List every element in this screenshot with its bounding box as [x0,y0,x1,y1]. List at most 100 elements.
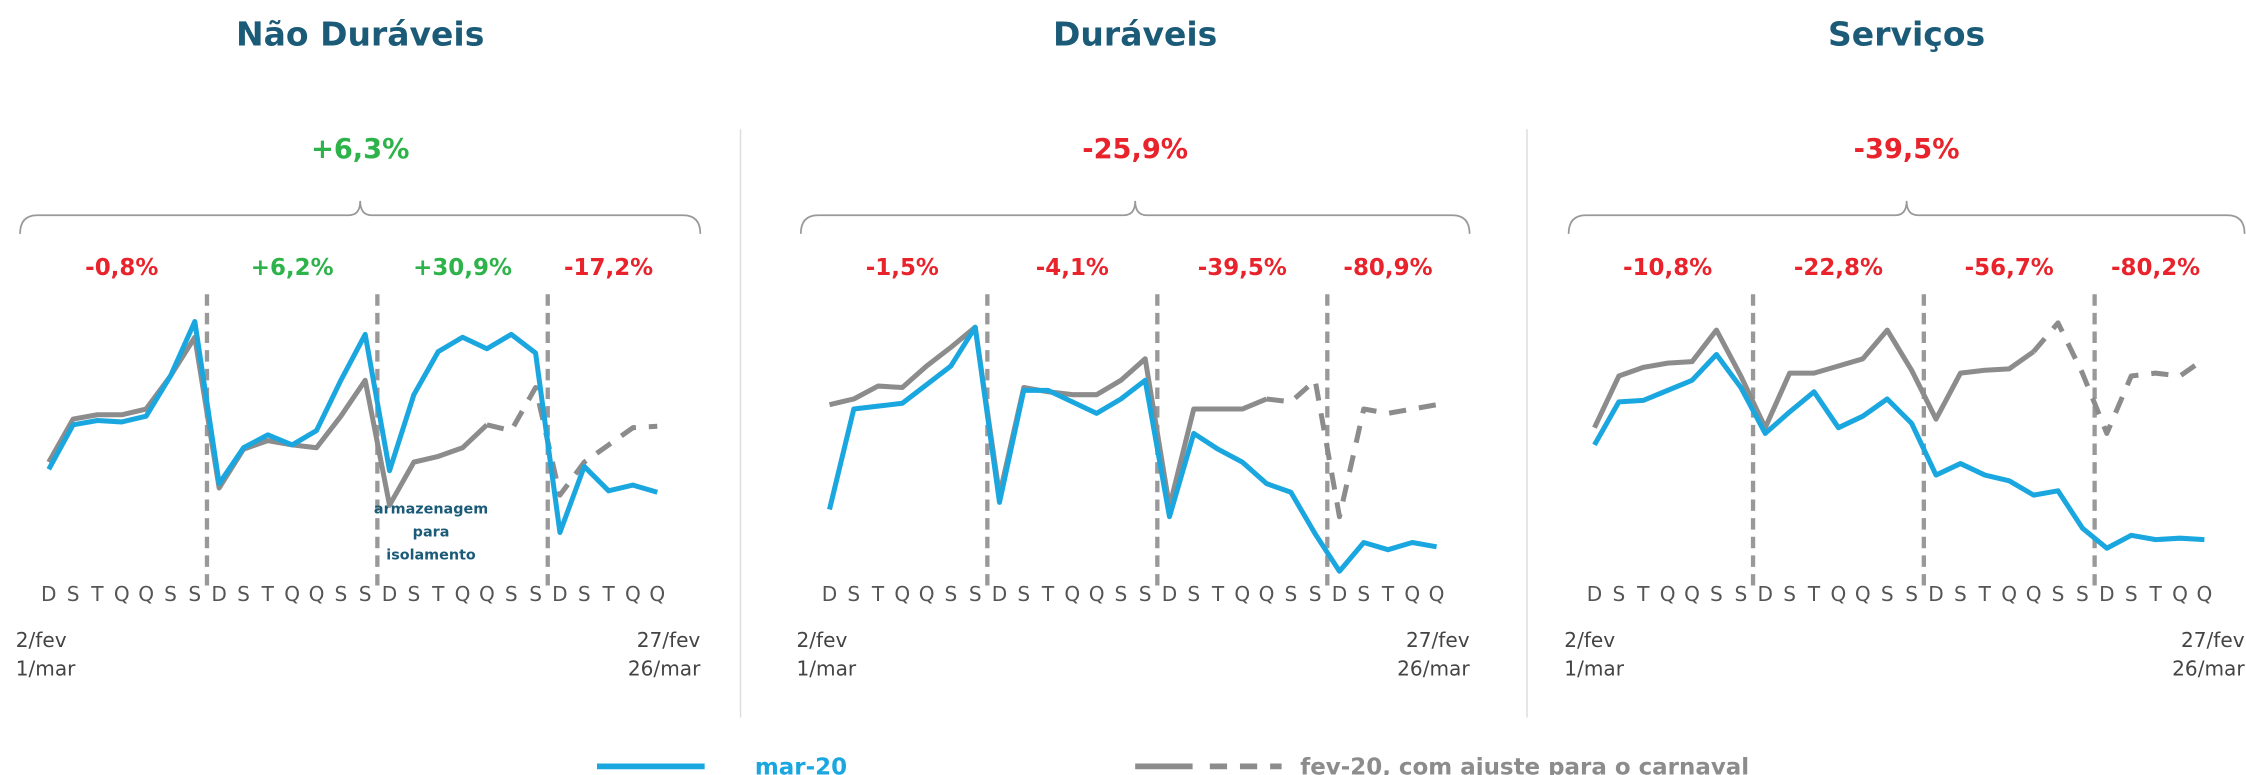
x-tick-label: D [41,582,56,606]
date-label: 2/fev [1564,628,1615,652]
date-label: 26/mar [628,657,701,681]
week-label: -22,8% [1794,255,1883,281]
x-tick-label: S [969,582,982,606]
x-tick-label: S [2076,582,2089,606]
annotation: armazenagem [374,501,488,517]
x-tick-label: Q [284,582,300,606]
series-line [486,384,658,498]
x-tick-label: S [188,582,201,606]
x-tick-label: Q [1660,582,1676,606]
x-tick-label: Q [1831,582,1847,606]
x-tick-label: Q [919,582,935,606]
x-tick-label: D [1587,582,1602,606]
x-tick-label: D [1332,582,1347,606]
week-label: -0,8% [85,255,158,281]
x-tick-label: Q [1064,582,1080,606]
panel-title: Duráveis [1053,14,1217,53]
panel-title: Não Duráveis [236,14,484,53]
week-label: -80,2% [2111,255,2200,281]
week-label: -10,8% [1623,255,1712,281]
x-tick-label: D [1162,582,1177,606]
series-line [1592,327,2036,431]
date-label: 1/mar [16,657,76,681]
x-tick-label: Q [2197,582,2213,606]
week-label: -56,7% [1965,255,2054,281]
x-tick-label: T [261,582,275,606]
x-tick-label: S [1954,582,1967,606]
series-line [2031,320,2206,436]
x-tick-label: Q [1404,582,1420,606]
x-tick-label: D [382,582,397,606]
brace [1567,200,2246,234]
x-tick-label: Q [649,582,665,606]
x-tick-label: Q [1429,582,1445,606]
date-label: 1/mar [1564,657,1624,681]
x-tick-label: Q [1259,582,1275,606]
x-tick-label: S [237,582,250,606]
x-tick-label: Q [1089,582,1105,606]
x-tick-label: S [945,582,958,606]
panel-title: Serviços [1828,14,1985,53]
x-tick-label: D [992,582,1007,606]
x-tick-label: S [408,582,421,606]
x-tick-label: S [529,582,542,606]
x-tick-label: S [1187,582,1200,606]
x-tick-label: Q [894,582,910,606]
week-label: -17,2% [564,255,653,281]
x-tick-label: Q [309,582,325,606]
week-label: -4,1% [1036,255,1109,281]
x-tick-label: S [1612,582,1625,606]
x-tick-label: Q [114,582,130,606]
legend-label: mar-20 [755,754,847,775]
x-tick-label: S [1881,582,1894,606]
x-tick-label: Q [455,582,471,606]
x-tick-label: T [1807,582,1821,606]
date-label: 2/fev [16,628,67,652]
series-line [827,324,1438,574]
total-label: +6,3% [311,134,409,165]
x-tick-label: S [1115,582,1128,606]
x-tick-label: S [1734,582,1747,606]
x-tick-label: Q [2172,582,2188,606]
x-tick-label: T [871,582,885,606]
x-tick-label: T [1381,582,1395,606]
x-tick-label: S [1285,582,1298,606]
x-tick-label: D [1928,582,1943,606]
series-line [828,324,1268,510]
x-tick-label: S [359,582,372,606]
date-label: 1/mar [796,657,856,681]
x-tick-label: T [2148,582,2162,606]
x-tick-label: D [552,582,567,606]
week-label: -1,5% [866,255,939,281]
date-label: 27/fev [637,628,701,652]
annotation: para [413,524,450,540]
x-tick-label: Q [2026,582,2042,606]
x-tick-label: S [847,582,860,606]
x-tick-label: Q [1684,582,1700,606]
x-tick-label: S [1710,582,1723,606]
x-tick-label: D [1758,582,1773,606]
x-tick-label: S [1139,582,1152,606]
week-label: -39,5% [1198,255,1287,281]
series-line [1266,377,1438,520]
x-tick-label: S [505,582,518,606]
x-tick-label: T [1211,582,1225,606]
x-tick-label: T [1041,582,1055,606]
x-tick-label: D [211,582,226,606]
x-tick-label: S [67,582,80,606]
series-line [46,318,658,535]
x-tick-label: T [1636,582,1650,606]
x-tick-label: Q [138,582,154,606]
week-label: +30,9% [413,255,512,281]
legend-label: fev-20, com ajuste para o carnaval [1300,754,1749,775]
brace [799,200,1471,234]
x-tick-label: Q [479,582,495,606]
x-tick-label: D [2099,582,2114,606]
annotation: isolamento [386,547,476,563]
x-tick-label: S [1357,582,1370,606]
x-tick-label: D [822,582,837,606]
x-tick-label: S [1017,582,1030,606]
x-tick-label: S [1309,582,1322,606]
date-label: 27/fev [2181,628,2245,652]
